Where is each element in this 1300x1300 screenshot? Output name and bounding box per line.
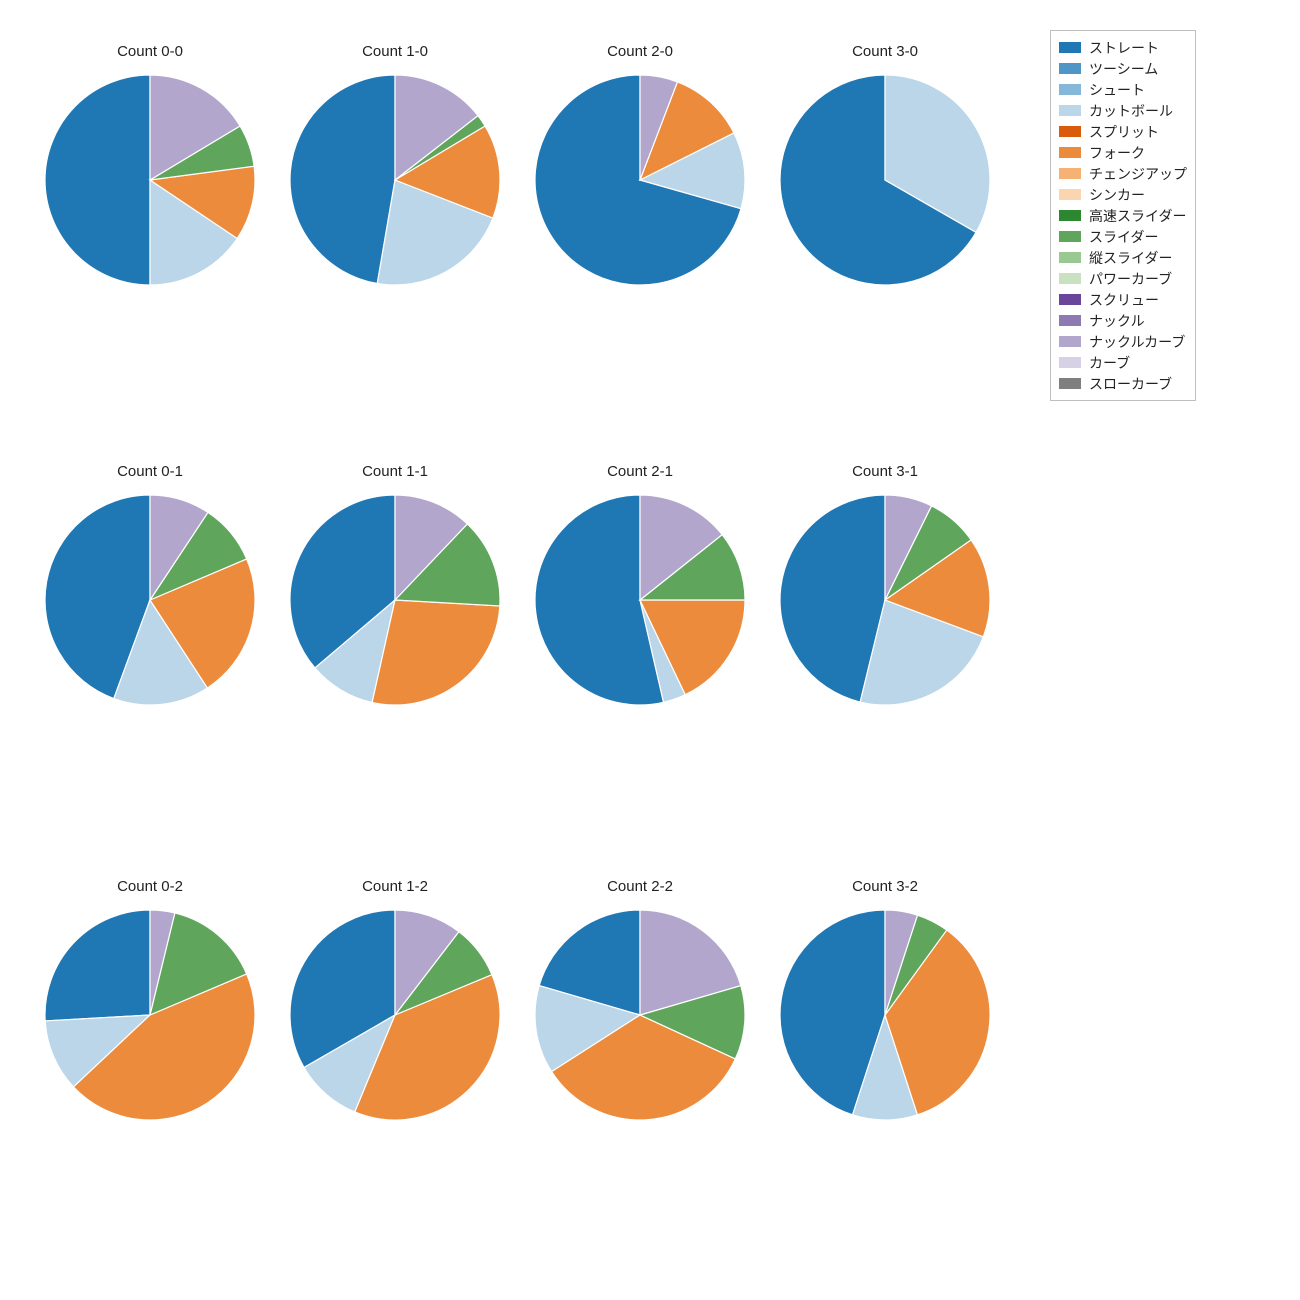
legend-row: シュート <box>1059 79 1187 100</box>
legend-swatch <box>1059 168 1081 179</box>
pie-count-1-1: Count 1-136.210.327.613.812.1 <box>270 460 520 720</box>
legend-swatch <box>1059 210 1081 221</box>
pie-count-0-2: Count 0-225.911.144.414.8 <box>25 875 275 1135</box>
legend-swatch <box>1059 147 1081 158</box>
pie-slice <box>45 910 150 1021</box>
legend-swatch <box>1059 189 1081 200</box>
legend-swatch <box>1059 294 1081 305</box>
legend-row: フォーク <box>1059 142 1187 163</box>
legend-label: カットボール <box>1089 101 1173 121</box>
legend-label: スプリット <box>1089 122 1159 142</box>
legend-label: スクリュー <box>1089 290 1159 310</box>
legend-label: パワーカーブ <box>1089 269 1172 289</box>
pie-count-2-1: Count 2-153.617.910.714.3 <box>515 460 765 720</box>
legend-label: 縦スライダー <box>1089 248 1172 268</box>
pie-svg <box>25 460 275 720</box>
legend-row: カットボール <box>1059 100 1187 121</box>
legend-swatch <box>1059 273 1081 284</box>
pie-slice <box>45 75 150 285</box>
legend-label: カーブ <box>1089 353 1130 373</box>
chart-stage: Count 0-050.015.611.516.4Count 1-047.321… <box>0 0 1300 1300</box>
legend-row: 縦スライダー <box>1059 247 1187 268</box>
legend-row: ツーシーム <box>1059 58 1187 79</box>
pie-svg <box>760 875 1010 1135</box>
pie-count-2-0: Count 2-070.611.811.8 <box>515 40 765 300</box>
legend-label: ナックルカーブ <box>1089 332 1185 352</box>
legend-label: フォーク <box>1089 143 1145 163</box>
legend-swatch <box>1059 42 1081 53</box>
legend-swatch <box>1059 336 1081 347</box>
legend: ストレートツーシームシュートカットボールスプリットフォークチェンジアップシンカー… <box>1050 30 1196 401</box>
legend-row: スライダー <box>1059 226 1187 247</box>
legend-swatch <box>1059 315 1081 326</box>
legend-swatch <box>1059 126 1081 137</box>
pie-count-1-2: Count 1-233.310.437.58.310.4 <box>270 875 520 1135</box>
pie-svg <box>270 40 520 300</box>
pie-count-2-2: Count 2-220.513.634.111.420.5 <box>515 875 765 1135</box>
pie-svg <box>760 460 1010 720</box>
pie-svg <box>760 40 1010 300</box>
legend-row: シンカー <box>1059 184 1187 205</box>
legend-swatch <box>1059 105 1081 116</box>
legend-swatch <box>1059 378 1081 389</box>
pie-slice <box>290 75 395 283</box>
legend-label: ツーシーム <box>1089 59 1158 79</box>
pie-count-0-0: Count 0-050.015.611.516.4 <box>25 40 275 300</box>
legend-swatch <box>1059 63 1081 74</box>
legend-row: スプリット <box>1059 121 1187 142</box>
legend-row: ナックル <box>1059 310 1187 331</box>
pie-svg <box>515 460 765 720</box>
legend-row: スローカーブ <box>1059 373 1187 394</box>
legend-swatch <box>1059 357 1081 368</box>
legend-label: スローカーブ <box>1089 374 1172 394</box>
pie-count-1-0: Count 1-047.321.814.514.5 <box>270 40 520 300</box>
pie-count-3-0: Count 3-066.733.3 <box>760 40 1010 300</box>
legend-swatch <box>1059 252 1081 263</box>
legend-label: ストレート <box>1089 38 1159 58</box>
pie-count-3-2: Count 3-245.010.035.0 <box>760 875 1010 1135</box>
legend-row: ナックルカーブ <box>1059 331 1187 352</box>
pie-count-3-1: Count 3-146.223.115.4 <box>760 460 1010 720</box>
legend-row: スクリュー <box>1059 289 1187 310</box>
pie-svg <box>270 875 520 1135</box>
pie-count-0-1: Count 0-144.414.822.29.39.3 <box>25 460 275 720</box>
pie-slice <box>372 600 500 705</box>
pie-svg <box>25 875 275 1135</box>
legend-swatch <box>1059 84 1081 95</box>
legend-label: シュート <box>1089 80 1145 100</box>
pie-svg <box>270 460 520 720</box>
legend-row: パワーカーブ <box>1059 268 1187 289</box>
legend-label: スライダー <box>1089 227 1158 247</box>
pie-svg <box>515 875 765 1135</box>
legend-label: ナックル <box>1089 311 1145 331</box>
legend-label: 高速スライダー <box>1089 206 1186 226</box>
pie-svg <box>515 40 765 300</box>
legend-label: チェンジアップ <box>1089 164 1187 184</box>
legend-row: ストレート <box>1059 37 1187 58</box>
legend-row: カーブ <box>1059 352 1187 373</box>
legend-swatch <box>1059 231 1081 242</box>
legend-label: シンカー <box>1089 185 1145 205</box>
legend-row: 高速スライダー <box>1059 205 1187 226</box>
pie-svg <box>25 40 275 300</box>
legend-row: チェンジアップ <box>1059 163 1187 184</box>
